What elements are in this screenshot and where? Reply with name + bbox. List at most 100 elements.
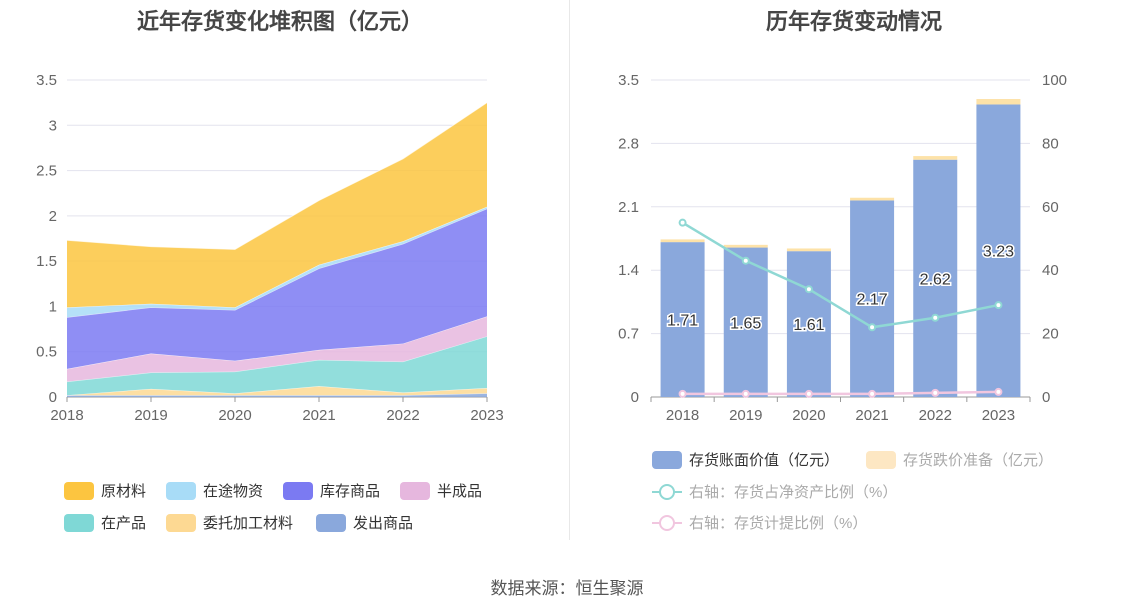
right-chart-title: 历年存货变动情况 bbox=[765, 9, 942, 34]
bar-line-chart: 0 0.7 1.4 2.1 2.8 3.5 0 20 40 60 80 100 2018 2019 2020… bbox=[618, 72, 1067, 424]
legend-swatch bbox=[652, 483, 682, 501]
line-point bbox=[868, 389, 877, 398]
legend-label: 在产品 bbox=[101, 515, 147, 532]
y-tick-label: 2 bbox=[49, 208, 57, 225]
area-库存商品 bbox=[67, 208, 487, 369]
legend-label: 半成品 bbox=[437, 483, 483, 500]
x-tick-label: 2019 bbox=[134, 407, 167, 424]
line-point bbox=[804, 285, 813, 294]
legend-item[interactable]: 库存商品 bbox=[283, 480, 380, 501]
legend-item[interactable]: 委托加工材料 bbox=[166, 512, 293, 533]
x-tick-label: 2021 bbox=[855, 407, 888, 424]
bar-data-label: 1.61 bbox=[793, 317, 824, 334]
legend-swatch bbox=[283, 481, 313, 500]
y-tick-label: 3.5 bbox=[618, 72, 639, 89]
panel-divider bbox=[569, 0, 570, 540]
line-net-asset-ratio bbox=[681, 221, 999, 329]
bar-data-label: 2.17 bbox=[857, 292, 888, 309]
bar-book-value bbox=[660, 242, 705, 397]
line-point bbox=[931, 388, 940, 397]
legend-swatch bbox=[166, 481, 196, 500]
x-tick-label: 2022 bbox=[919, 407, 952, 424]
legend-item[interactable]: 右轴：存货占净资产比例（%） bbox=[652, 481, 897, 502]
bar-book-value bbox=[976, 104, 1021, 397]
line-point bbox=[931, 313, 940, 322]
bar-provision bbox=[913, 156, 958, 160]
legend-item[interactable]: 半成品 bbox=[400, 480, 482, 501]
legend-item[interactable]: 发出商品 bbox=[316, 512, 413, 533]
x-tick-label: 2018 bbox=[50, 407, 83, 424]
bar-data-label: 1.71 bbox=[667, 313, 698, 330]
y-tick-label: 0 bbox=[631, 389, 639, 406]
line-point bbox=[741, 256, 750, 265]
left-chart-title: 近年存货变化堆积图（亿元） bbox=[136, 9, 423, 34]
bar-book-value bbox=[723, 247, 768, 397]
legend-label: 存货账面价值（亿元） bbox=[689, 452, 840, 469]
area-半成品 bbox=[67, 316, 487, 382]
legend-swatch bbox=[316, 513, 346, 532]
bar-provision bbox=[976, 99, 1021, 105]
x-tick-label: 2023 bbox=[470, 407, 503, 424]
line-point bbox=[678, 389, 687, 398]
x-tick-label: 2019 bbox=[729, 407, 762, 424]
y2-tick-label: 100 bbox=[1042, 72, 1067, 89]
legend-label: 右轴：存货计提比例（%） bbox=[689, 515, 868, 532]
legend-label: 右轴：存货占净资产比例（%） bbox=[689, 484, 898, 501]
data-source-note: 数据来源：恒生聚源 bbox=[490, 579, 644, 598]
legend-item[interactable]: 原材料 bbox=[64, 480, 146, 501]
line-point bbox=[994, 387, 1003, 396]
line-point bbox=[804, 389, 813, 398]
legend-swatch bbox=[64, 481, 94, 500]
legend-swatch bbox=[64, 513, 94, 532]
bar-provision bbox=[850, 197, 895, 201]
legend-label: 原材料 bbox=[101, 483, 147, 500]
y-tick-label: 1.5 bbox=[36, 253, 57, 270]
y2-tick-label: 0 bbox=[1042, 389, 1050, 406]
line-point bbox=[741, 389, 750, 398]
legend-swatch bbox=[400, 481, 430, 500]
legend-label: 库存商品 bbox=[320, 483, 381, 500]
y-tick-label: 0.5 bbox=[36, 344, 57, 361]
y-tick-label: 0.7 bbox=[618, 326, 639, 343]
area-原材料 bbox=[67, 102, 487, 308]
area-edge-发出商品 bbox=[67, 392, 488, 396]
legend-marker bbox=[659, 483, 675, 500]
line-provision-ratio bbox=[682, 390, 999, 396]
x-tick-label: 2020 bbox=[218, 407, 251, 424]
y-tick-label: 2.8 bbox=[618, 135, 639, 152]
legend-label: 存货跌价准备（亿元） bbox=[903, 452, 1054, 469]
y-tick-label: 1 bbox=[49, 298, 57, 315]
x-tick-label: 2022 bbox=[386, 407, 419, 424]
line-point bbox=[678, 218, 687, 227]
legend-item[interactable]: 存货跌价准备（亿元） bbox=[866, 449, 1053, 470]
legend-swatch bbox=[652, 450, 682, 469]
y-tick-label: 2.5 bbox=[36, 163, 57, 180]
area-edge-原材料 bbox=[66, 102, 488, 250]
legend-swatch bbox=[166, 513, 196, 532]
bar-provision bbox=[660, 239, 705, 243]
bar-book-value bbox=[850, 200, 895, 397]
legend-item[interactable]: 在产品 bbox=[64, 512, 146, 533]
x-tick-label: 2018 bbox=[666, 407, 699, 424]
line-point bbox=[868, 323, 877, 332]
legend-label: 委托加工材料 bbox=[203, 515, 294, 532]
legend-swatch bbox=[866, 450, 896, 469]
legend-item[interactable]: 在途物资 bbox=[166, 480, 263, 501]
legend-item[interactable]: 存货账面价值（亿元） bbox=[652, 449, 839, 470]
bar-data-label: 2.62 bbox=[920, 271, 951, 288]
y-tick-label: 2.1 bbox=[618, 199, 639, 216]
bar-data-label: 1.65 bbox=[730, 315, 761, 332]
x-tick-label: 2021 bbox=[302, 407, 335, 424]
line-point bbox=[994, 301, 1003, 310]
x-tick-label: 2023 bbox=[982, 407, 1015, 424]
y-tick-label: 1.4 bbox=[618, 262, 639, 279]
y2-tick-label: 60 bbox=[1042, 199, 1059, 216]
legend-swatch bbox=[652, 514, 682, 532]
legend-item[interactable]: 右轴：存货计提比例（%） bbox=[652, 512, 867, 533]
bar-data-label: 3.23 bbox=[983, 244, 1014, 261]
y-tick-label: 0 bbox=[49, 389, 57, 406]
legend-label: 发出商品 bbox=[353, 515, 414, 532]
legend-marker bbox=[659, 514, 675, 531]
bar-book-value bbox=[913, 159, 958, 397]
stacked-area-chart: 0 0.5 1 1.5 2 2.5 3 3.5 2018 2019 2020 2021 2022 2023 bbox=[36, 72, 504, 424]
